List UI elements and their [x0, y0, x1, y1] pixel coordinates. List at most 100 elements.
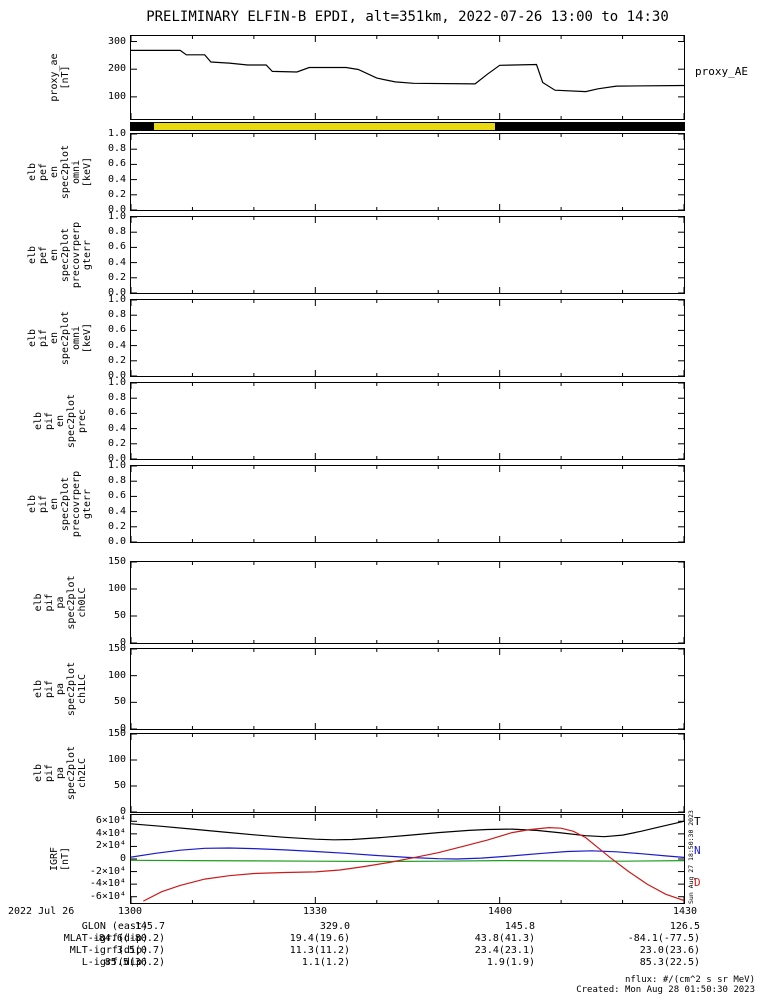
y-tick-label: 4×10⁴ — [95, 827, 126, 839]
panel-ylabel-elb_pif_en_omni: elb pif en spec2plot omni [keV] — [25, 299, 95, 377]
y-tick-label: 0.4 — [107, 339, 126, 351]
y-tick-label: 1.0 — [107, 294, 126, 305]
y-tick-label: 0.2 — [107, 520, 126, 532]
info-row-value: -84.1(-77.5) — [627, 933, 700, 944]
x-tick-label: 1430 — [672, 906, 698, 917]
status-bar-segment — [153, 123, 495, 130]
footer-created: Created: Mon Aug 28 01:50:30 2023 — [576, 985, 755, 995]
y-tick-label: 2×10⁴ — [95, 840, 126, 852]
panel-ylabel-text: IGRF [nT] — [49, 846, 71, 872]
panel-elb_pif_en_precovrperp — [130, 465, 685, 543]
y-tick-label: 0 — [119, 853, 126, 864]
panel-ylabel-text: elb pef en spec2plot precovrperp gterr — [27, 221, 93, 289]
info-row-value: 43.8(41.3) — [474, 933, 535, 944]
panel-plot-elb_pef_en_omni — [130, 133, 685, 211]
igrf-component-label-T: T — [694, 815, 701, 828]
y-tick-label: 100 — [107, 90, 126, 102]
panel-elb_pif_en_omni — [130, 299, 685, 377]
status-bar-segment — [131, 123, 154, 130]
y-tick-label: 0.6 — [107, 490, 126, 502]
panel-ylabel-text: proxy_ae [nT] — [49, 53, 71, 102]
y-tick-label: 0.6 — [107, 241, 126, 253]
side-timestamp: Sun Aug 27 18:50:30 2023 — [687, 810, 697, 904]
y-tick-label: 300 — [107, 35, 126, 47]
y-tick-label: 0.0 — [107, 370, 126, 381]
date-label: 2022 Jul 26 — [8, 906, 75, 917]
y-tick-label: 1.0 — [107, 460, 126, 471]
plot-title: PRELIMINARY ELFIN-B EPDI, alt=351km, 202… — [146, 9, 669, 25]
x-tick-label: 1330 — [302, 906, 328, 917]
y-tick-label: 100 — [107, 583, 126, 594]
status-bar — [130, 122, 685, 131]
y-tick-label: 50 — [113, 610, 126, 621]
panel-elb_pif_pa_ch1lc — [130, 648, 685, 730]
panel-ylabel-elb_pif_pa_ch2lc: elb pif pa spec2plot ch2LC — [25, 733, 95, 813]
igrf-component-label-D: D — [694, 876, 701, 889]
panel-ylabel-elb_pif_en_precovrperp: elb pif en spec2plot precovrperp gterr — [25, 465, 95, 543]
panel-elb_pif_pa_ch0lc — [130, 561, 685, 644]
panel-plot-igrf — [130, 815, 685, 903]
y-tick-label: 0.0 — [107, 453, 126, 464]
series-D — [143, 826, 685, 902]
panel-ylabel-text: elb pif pa spec2plot ch0LC — [32, 575, 88, 630]
y-tick-label: 0.2 — [107, 354, 126, 366]
y-tick-label: 0 — [119, 806, 126, 817]
y-tick-label: 1.0 — [107, 377, 126, 388]
y-tick-label: 0.4 — [107, 256, 126, 268]
info-row-value: 145.8 — [504, 921, 535, 932]
panel-plot-elb_pif_en_prec — [130, 382, 685, 460]
info-row-label: L-igrf(dip) — [81, 957, 148, 968]
panel-ylabel-elb_pif_pa_ch1lc: elb pif pa spec2plot ch1LC — [25, 648, 95, 730]
panel-plot-elb_pif_pa_ch0lc — [130, 561, 685, 644]
proxy-ae-right-label: proxy_AE — [695, 65, 748, 78]
panel-plot-elb_pif_pa_ch2lc — [130, 733, 685, 813]
y-tick-label: 1.0 — [107, 128, 126, 139]
y-tick-label: 0.8 — [107, 143, 126, 155]
y-tick-label: 0.8 — [107, 392, 126, 404]
y-tick-label: 0 — [119, 723, 126, 734]
y-tick-label: 150 — [107, 728, 126, 739]
info-row-value: 23.4(23.1) — [474, 945, 535, 956]
info-row-value: 329.0 — [319, 921, 350, 932]
status-bar-segment — [494, 123, 684, 130]
info-row-value: -84.6(-80.2) — [92, 933, 165, 944]
igrf-component-label-N: N — [694, 844, 701, 857]
footer-units: nflux: #/(cm^2 s sr MeV) — [624, 975, 755, 985]
panel-ylabel-elb_pef_en_precovrperp: elb pef en spec2plot precovrperp gterr — [25, 216, 95, 294]
y-tick-label: 150 — [107, 643, 126, 654]
y-tick-label: -6×10⁴ — [89, 890, 126, 902]
panel-ylabel-igrf: IGRF [nT] — [25, 814, 95, 904]
info-row-value: 1.1(1.2) — [301, 957, 350, 968]
panel-elb_pif_en_prec — [130, 382, 685, 460]
y-tick-label: 0.4 — [107, 173, 126, 185]
y-tick-label: 100 — [107, 669, 126, 681]
info-row-value: 23.0(23.6) — [639, 945, 700, 956]
y-tick-label: 0.6 — [107, 158, 126, 170]
panel-proxy_ae — [130, 35, 685, 120]
y-tick-label: -2×10⁴ — [89, 865, 126, 877]
panel-plot-elb_pif_pa_ch1lc — [130, 648, 685, 730]
panel-ylabel-text: elb pif en spec2plot omni [keV] — [27, 310, 93, 366]
y-tick-label: 200 — [107, 63, 126, 75]
panel-ylabel-elb_pif_en_prec: elb pif en spec2plot prec — [25, 382, 95, 460]
panel-igrf — [130, 814, 685, 904]
footer: nflux: #/(cm^2 s sr MeV) Created: Mon Au… — [576, 975, 755, 995]
y-tick-label: 0.6 — [107, 324, 126, 336]
y-tick-label: -4×10⁴ — [89, 878, 126, 890]
y-tick-label: 0.4 — [107, 505, 126, 517]
info-row-label: MLT-igrf(dip) — [69, 945, 148, 956]
info-row-value: 19.4(19.6) — [289, 933, 350, 944]
y-tick-label: 1.0 — [107, 211, 126, 222]
y-tick-label: 0.2 — [107, 188, 126, 200]
series-proxy_AE — [131, 49, 685, 93]
panel-elb_pif_pa_ch2lc — [130, 733, 685, 813]
y-tick-label: 0.4 — [107, 422, 126, 434]
info-row-value: 11.3(11.2) — [289, 945, 350, 956]
panel-ylabel-text: elb pif pa spec2plot ch2LC — [32, 745, 88, 801]
info-row-value: 85.5(36.2) — [104, 957, 165, 968]
panel-ylabel-text: elb pif en spec2plot precovrperp gterr — [27, 470, 93, 538]
y-tick-label: 0.6 — [107, 407, 126, 419]
y-tick-label: 0.8 — [107, 475, 126, 487]
side-timestamp-text: Sun Aug 27 18:50:30 2023 — [687, 810, 695, 904]
y-tick-label: 0.0 — [107, 287, 126, 298]
